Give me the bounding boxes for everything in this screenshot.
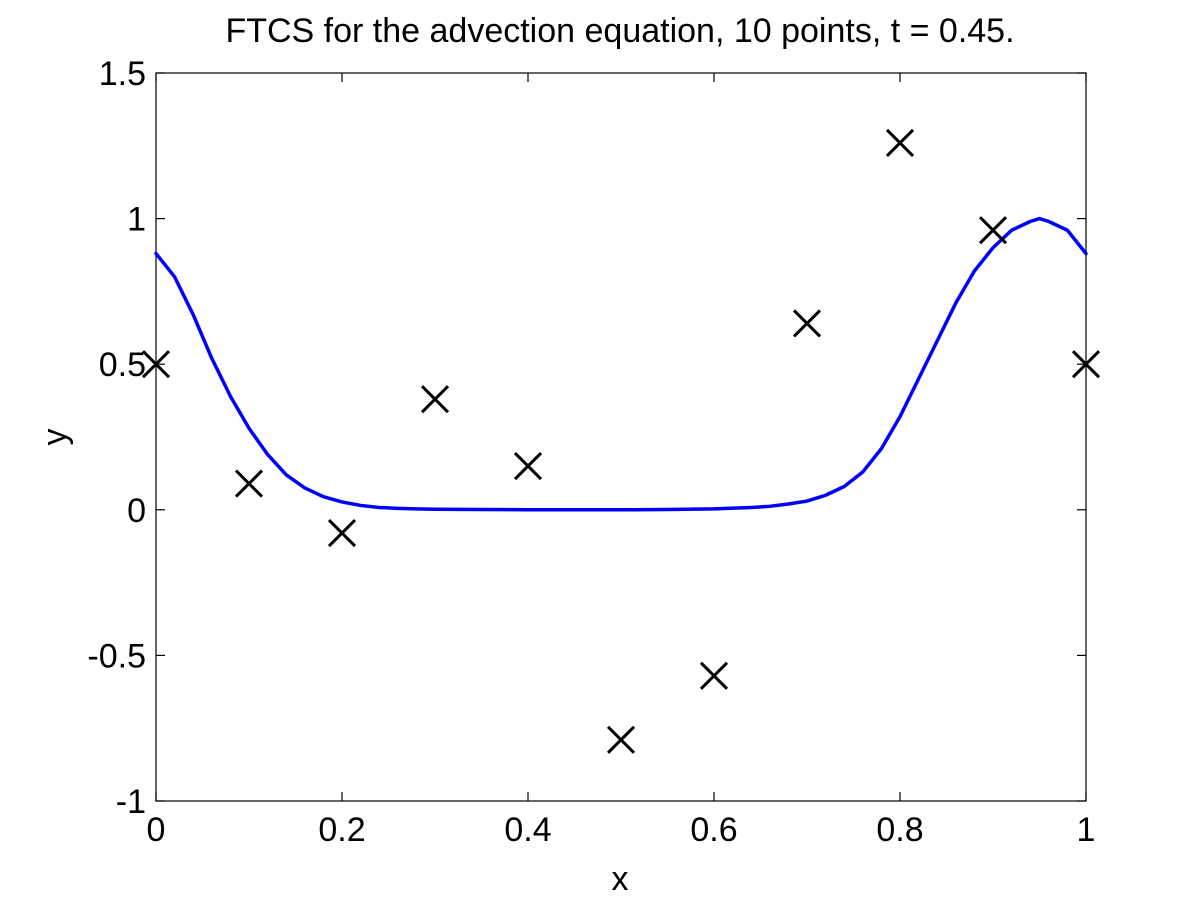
data-point-marker: [699, 661, 729, 690]
data-point-marker: [513, 452, 543, 481]
x-tick-label: 0.8: [876, 811, 923, 849]
data-point-marker: [327, 519, 357, 548]
exact-solution-line: [154, 216, 1088, 512]
y-axis-label: y: [36, 429, 74, 446]
data-point-marker: [606, 725, 636, 754]
y-tick-label: 0.5: [99, 346, 146, 384]
data-point-marker: [885, 128, 915, 157]
data-point-marker: [141, 350, 171, 379]
data-point-marker: [234, 469, 264, 498]
x-tick-label: 0.2: [318, 811, 365, 849]
y-tick-label: 1.5: [99, 55, 146, 93]
data-point-marker: [420, 385, 450, 414]
chart-title: FTCS for the advection equation, 10 poin…: [225, 12, 1014, 50]
data-point-marker: [1071, 350, 1101, 379]
y-tick-label: 1: [127, 201, 146, 239]
x-tick-label: 0.4: [504, 811, 551, 849]
x-tick-label: 0: [147, 811, 166, 849]
x-axis-label: x: [612, 860, 629, 898]
data-point-marker: [792, 309, 822, 338]
markers-layer: [141, 128, 1101, 754]
data-point-marker: [978, 216, 1008, 245]
y-tick-label: -0.5: [87, 637, 146, 675]
y-tick-label: 0: [127, 492, 146, 530]
y-tick-label: -1: [116, 783, 146, 821]
x-tick-label: 0.6: [690, 811, 737, 849]
curve-layer: [154, 216, 1088, 512]
ticks: 0 0.2 0.4 0.6 0.8 1 -1 -0.5 0 0.5 1 1.5: [87, 55, 1095, 849]
axes-box: [155, 72, 1087, 802]
x-tick-label: 1: [1077, 811, 1096, 849]
